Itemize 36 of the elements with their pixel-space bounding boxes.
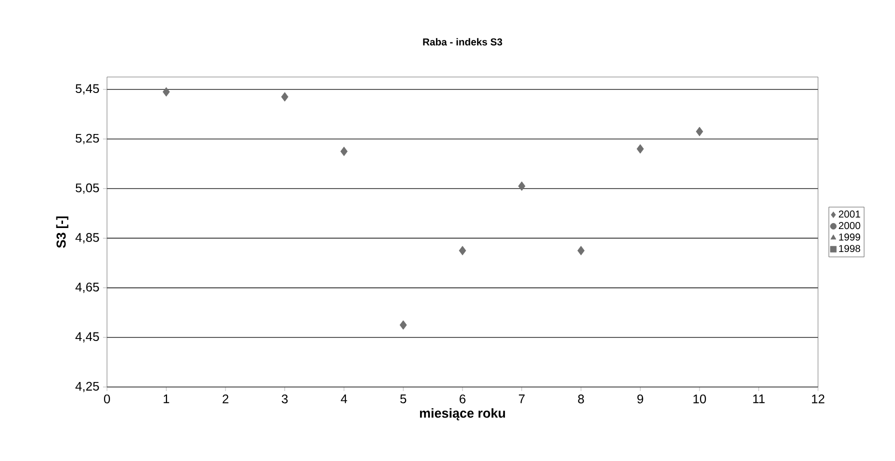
x-tick-label: 2 — [222, 394, 228, 404]
point — [162, 87, 170, 97]
x-tick-label: 0 — [104, 394, 110, 404]
point — [577, 246, 585, 256]
point — [696, 126, 704, 136]
point — [518, 181, 526, 191]
y-tick-label: 4,85 — [75, 233, 99, 244]
x-tick-label: 4 — [340, 394, 348, 404]
x-tick-label: 1 — [164, 394, 170, 404]
y-tick-label: 4,25 — [75, 382, 99, 392]
x-tick-label: 3 — [282, 394, 288, 404]
x-tick-label: 9 — [637, 394, 644, 404]
point — [281, 92, 288, 102]
x-tick-label: 6 — [460, 394, 466, 404]
y-tick-label: 4,45 — [75, 332, 99, 342]
x-tick-label: 5 — [400, 394, 406, 404]
legend-label: 2000 — [838, 222, 860, 230]
point — [458, 246, 466, 256]
point — [340, 146, 348, 156]
y-axis-title: S3 [-] — [56, 216, 68, 248]
x-tick-label: 10 — [694, 394, 706, 404]
legend-label: 1998 — [839, 244, 860, 252]
x-tick-label: 11 — [753, 394, 765, 404]
y-tick-label: 5,45 — [76, 84, 99, 94]
x-tick-label: 8 — [578, 394, 584, 404]
x-axis-title: miesiące roku — [420, 408, 505, 420]
chart-title: Raba - indeks S3 — [423, 38, 502, 46]
y-tick-label: 5,25 — [76, 134, 99, 144]
legend-label: 1999 — [839, 233, 860, 241]
x-tick-label: 12 — [812, 394, 824, 404]
y-tick-label: 5,05 — [76, 183, 99, 194]
y-tick-label: 4,65 — [75, 282, 99, 293]
point — [636, 144, 644, 154]
point — [400, 320, 407, 330]
x-tick-label: 7 — [518, 394, 525, 404]
legend-label: 2001 — [838, 210, 860, 218]
